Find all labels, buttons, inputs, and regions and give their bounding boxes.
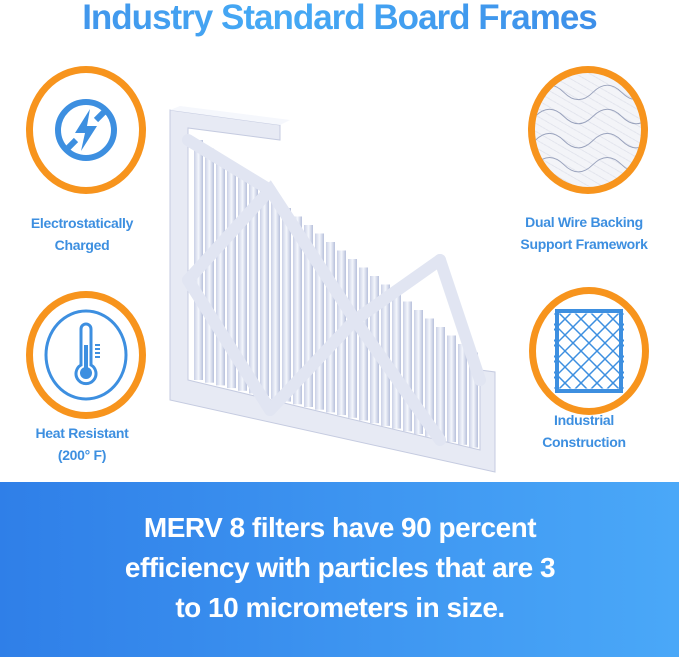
banner-line-3: to 10 micrometers in size. <box>175 592 505 623</box>
filter-pleat <box>425 318 434 437</box>
industrial-construction-feature-circle <box>529 287 649 415</box>
label-line: Support Framework <box>520 236 648 252</box>
thermometer-icon <box>44 309 128 401</box>
merv-info-banner: MERV 8 filters have 90 percent efficienc… <box>0 482 679 657</box>
filter-pleat <box>249 182 258 394</box>
label-line: Electrostatically <box>30 215 134 231</box>
electrostatic-feature-circle <box>26 66 146 194</box>
diamond-grid-icon <box>554 309 624 393</box>
label-line: Construction <box>542 434 626 450</box>
filter-pleat <box>227 165 236 389</box>
grid-line <box>557 311 624 391</box>
grid-line <box>554 311 621 391</box>
filter-pleat <box>216 157 225 386</box>
feature-label-industrial: Industrial Construction <box>504 409 664 453</box>
filter-pleat <box>282 208 291 402</box>
grid-line <box>589 311 624 391</box>
grid-line <box>605 311 624 391</box>
grid-line <box>554 311 573 391</box>
wire-backing-feature-circle <box>528 66 648 194</box>
air-filter-illustration <box>169 106 496 473</box>
wire-mesh-photo-icon <box>535 84 641 173</box>
banner-line-1: MERV 8 filters have 90 percent <box>143 512 537 543</box>
grid-line <box>589 311 624 391</box>
grid-line <box>554 311 589 391</box>
filter-pleat <box>260 191 269 397</box>
filter-pleat <box>436 327 445 440</box>
filter-pleat <box>271 199 280 399</box>
grid-line <box>554 311 573 391</box>
no-electricity-icon <box>55 99 117 161</box>
label-line: Charged <box>54 237 110 253</box>
feature-label-electrostatic: Electrostatically Charged <box>2 212 162 256</box>
page-title: Industry Standard Board Frames <box>0 0 679 38</box>
grid-line <box>605 311 624 391</box>
filter-pleat <box>392 293 401 429</box>
label-line: Heat Resistant <box>35 425 129 441</box>
filter-pleat <box>205 148 214 383</box>
filter-pleat <box>348 259 357 418</box>
filter-pleat <box>447 335 456 443</box>
label-line: Industrial <box>553 412 614 428</box>
feature-label-heat-resistant: Heat Resistant (200° F) <box>2 422 162 466</box>
label-line: (200° F) <box>57 447 107 463</box>
grid-line <box>554 311 605 391</box>
label-line: Dual Wire Backing <box>525 214 643 230</box>
filter-pleat <box>359 267 368 421</box>
filter-pleat <box>469 352 478 448</box>
filter-pleat <box>458 344 467 445</box>
feature-label-wire-backing: Dual Wire Backing Support Framework <box>504 211 664 255</box>
grid-line <box>573 311 624 391</box>
banner-line-2: efficiency with particles that are 3 <box>124 552 556 583</box>
filter-pleat <box>238 174 247 391</box>
filter-pleat <box>403 301 412 432</box>
filter-pleat <box>293 216 302 405</box>
banner-text: MERV 8 filters have 90 percent efficienc… <box>60 508 620 628</box>
heat-resistant-feature-circle <box>26 291 146 419</box>
filter-pleat <box>315 233 324 410</box>
filter-pleat <box>304 225 313 407</box>
grid-line <box>554 311 589 391</box>
filter-pleat <box>414 310 423 434</box>
filter-pleat <box>326 242 335 413</box>
